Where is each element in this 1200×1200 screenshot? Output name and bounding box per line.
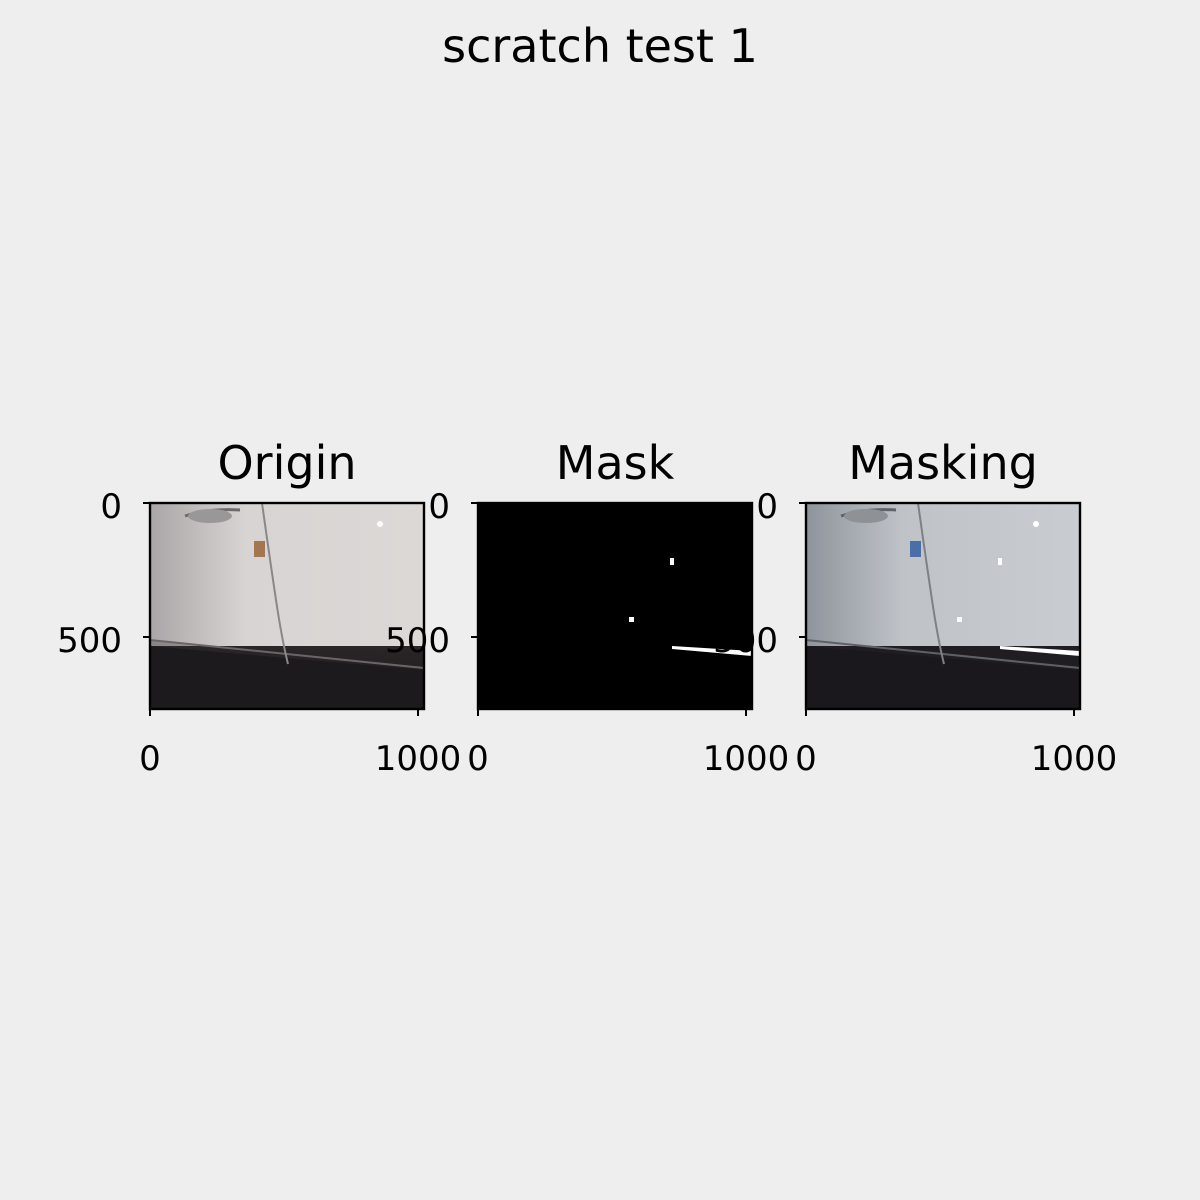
axes-frame: [804, 501, 1082, 711]
y-tick-label: 0: [428, 487, 450, 527]
y-ticks: 0 500: [713, 487, 806, 661]
x-tick-label: 1000: [375, 739, 462, 779]
axes-frame: [476, 501, 754, 711]
x-tick-label: 0: [795, 739, 817, 779]
image-mask: [478, 503, 752, 709]
subplot-masking: Masking 0 500 0 1000: [713, 436, 1117, 779]
y-ticks: 0 500: [57, 487, 150, 661]
image-masking: [805, 502, 1081, 709]
x-tick-label: 0: [139, 739, 161, 779]
subplot-title: Mask: [556, 436, 675, 490]
subplot-mask: Mask 0 500 0 1000: [385, 436, 789, 779]
axes-frame: [148, 501, 426, 711]
subplot-origin: Origin 0 500 0 1000: [57, 436, 461, 779]
x-tick-label: 1000: [703, 739, 790, 779]
x-tick-label: 1000: [1031, 739, 1118, 779]
y-tick-label: 0: [100, 487, 122, 527]
subplot-title: Origin: [217, 436, 356, 490]
x-ticks: 0 1000: [467, 709, 789, 779]
y-tick-label: 0: [756, 487, 778, 527]
y-tick-label: 500: [713, 621, 778, 661]
x-tick-label: 0: [467, 739, 489, 779]
y-tick-label: 500: [385, 621, 450, 661]
x-ticks: 0 1000: [139, 709, 461, 779]
y-ticks: 0 500: [385, 487, 478, 661]
y-tick-label: 500: [57, 621, 122, 661]
figure-suptitle: scratch test 1: [442, 19, 758, 73]
x-ticks: 0 1000: [795, 709, 1117, 779]
image-origin: [149, 502, 425, 709]
subplot-title: Masking: [848, 436, 1038, 490]
